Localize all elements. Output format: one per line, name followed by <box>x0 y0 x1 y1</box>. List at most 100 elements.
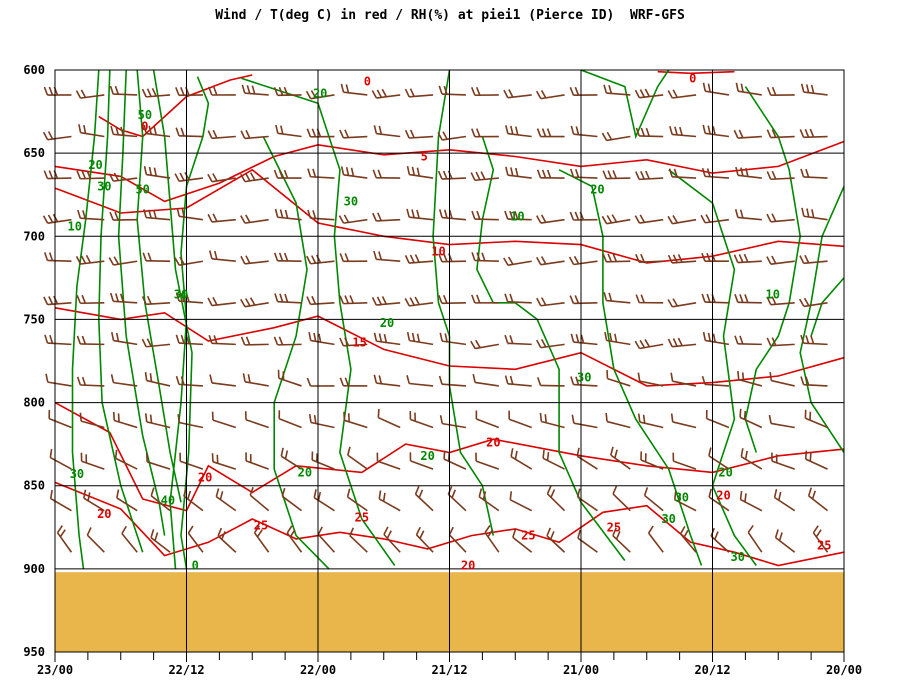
wind-barb-flag <box>799 129 805 138</box>
wind-barb-flag <box>372 212 377 222</box>
wind-barb-flag <box>735 82 739 92</box>
wind-barb-shaft <box>808 495 829 512</box>
wind-barb-flag <box>745 167 749 177</box>
wind-barb-flag <box>382 492 386 502</box>
wind-barb-shaft <box>770 135 795 139</box>
wind-barb-flag <box>175 127 180 137</box>
wind-barb-flag <box>176 207 180 217</box>
wind-barb-flag <box>81 335 87 345</box>
wind-barb-flag <box>44 334 49 344</box>
wind-barb-flag <box>80 89 87 98</box>
wind-barb-flag <box>141 296 147 305</box>
wind-barb-flag <box>602 253 608 263</box>
wind-barb-flag <box>143 125 148 134</box>
wind-barb-shaft <box>775 537 796 553</box>
wind-barb-flag <box>146 88 152 97</box>
wind-barb-flag <box>81 294 87 304</box>
wind-barb-flag <box>606 131 613 141</box>
wind-barb-flag <box>739 408 742 418</box>
wind-barb-flag <box>77 209 82 219</box>
wind-barb-flag <box>153 126 157 135</box>
wind-barb-shaft <box>610 454 631 470</box>
wind-barb-flag <box>637 372 641 382</box>
wind-barb-flag <box>535 256 542 266</box>
wind-barb-flag <box>800 168 805 178</box>
wind-barb-shaft <box>244 343 269 346</box>
wind-barb-shaft <box>349 535 368 553</box>
wind-barb-flag <box>378 375 383 384</box>
wind-barb-shaft <box>211 302 236 307</box>
wind-barb-shaft <box>211 177 236 183</box>
wind-barb-flag <box>644 339 651 348</box>
wind-barb-shaft <box>704 301 729 304</box>
wind-barb-flag <box>740 167 744 177</box>
wind-barb-shaft <box>672 421 697 429</box>
wind-barb-flag <box>339 295 345 304</box>
wind-barb-flag <box>504 210 509 220</box>
chart-title: Wind / T(deg C) in red / RH(%) at piei1 … <box>215 8 685 23</box>
wind-barb-shaft <box>310 339 335 346</box>
wind-barb-shaft <box>86 534 105 553</box>
wind-barb-flag <box>148 166 153 176</box>
wind-barb-flag <box>209 374 213 384</box>
wind-barb-flag <box>244 298 251 307</box>
wind-barb-flag <box>208 334 213 344</box>
wind-barb-shaft <box>606 299 631 304</box>
grid-lines <box>54 69 845 653</box>
temperature-contour-label: 20 <box>461 559 475 573</box>
wind-barb-flag <box>706 252 711 262</box>
wind-barb-shaft <box>672 133 697 138</box>
wind-barb-shaft <box>442 340 467 346</box>
rh-contour-label: 30 <box>174 287 188 301</box>
rh-contour <box>71 69 100 570</box>
wind-barb-shaft <box>146 132 171 138</box>
wind-barb-shaft <box>146 94 171 98</box>
wind-barb-flag <box>253 525 260 534</box>
wind-barb-flag <box>416 209 420 219</box>
wind-barb-shaft <box>47 302 72 306</box>
wind-barb-flag <box>240 336 246 346</box>
wind-barb-shaft <box>114 419 138 429</box>
wind-barb-flag <box>612 485 618 495</box>
wind-barb-flag <box>540 214 547 223</box>
wind-barb-shaft <box>805 458 828 470</box>
wind-barb-flag <box>766 129 772 138</box>
wind-barb-flag <box>476 294 481 304</box>
wind-barb-flag <box>183 487 188 497</box>
wind-barb-flag <box>82 210 87 219</box>
wind-barb-shaft <box>803 91 828 96</box>
wind-barb-shaft <box>244 381 269 387</box>
wind-barb-flag <box>771 296 777 305</box>
wind-barb-shaft <box>81 460 105 470</box>
wind-barb-flag <box>673 491 677 500</box>
wind-barb-flag <box>475 86 481 96</box>
wind-barb-flag <box>212 129 218 139</box>
wind-barb-shaft <box>183 495 204 512</box>
wind-barb-shaft <box>244 260 269 265</box>
rh-contour-label: 30 <box>730 550 744 564</box>
wind-barb-flag <box>510 125 514 135</box>
wind-barb-flag <box>766 256 772 265</box>
wind-barb-flag <box>286 525 293 534</box>
wind-barb-flag <box>603 292 608 301</box>
wind-barb-flag <box>313 332 317 342</box>
x-tick-label: 21/00 <box>563 663 599 677</box>
wind-barb-flag <box>148 125 152 135</box>
wind-barb-flag <box>549 531 555 540</box>
wind-barb-flag <box>640 253 645 263</box>
wind-barb-shaft <box>740 498 763 512</box>
wind-barb-flag <box>49 448 53 458</box>
rh-contour-label: 30 <box>70 467 84 481</box>
temperature-contour-label: 25 <box>254 519 268 533</box>
y-tick-label: 800 <box>23 396 45 410</box>
wind-barb-flag <box>667 215 674 225</box>
temperature-contour-label: 0 <box>689 71 696 85</box>
wind-barb-flag <box>645 127 650 137</box>
wind-barb-shaft <box>347 454 368 470</box>
wind-barb-flag <box>114 211 119 221</box>
wind-barb-flag <box>540 256 547 265</box>
wind-barb-shaft <box>179 421 204 429</box>
rh-contour-label: 20 <box>298 465 312 479</box>
wind-barb-flag <box>437 170 443 180</box>
wind-barb-shaft <box>212 461 237 470</box>
